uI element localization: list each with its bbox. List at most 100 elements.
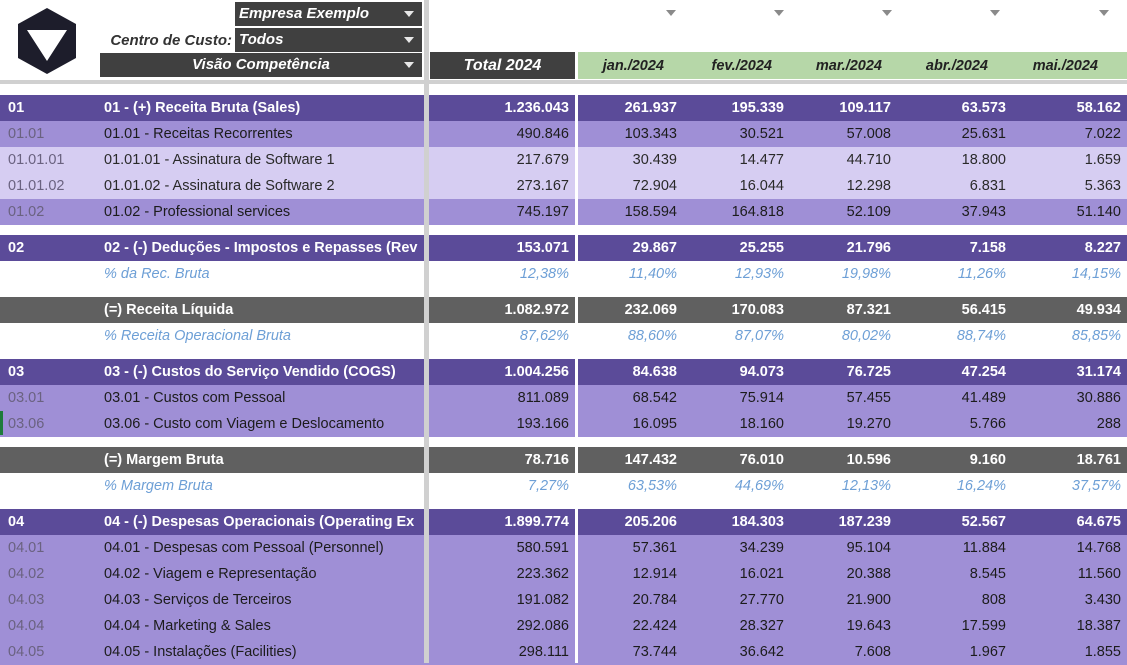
account-code-cell[interactable]: 01: [8, 100, 25, 116]
account-description-cell[interactable]: 03.01 - Custos com Pessoal: [104, 390, 286, 406]
month-value-cell[interactable]: 6.831: [969, 178, 1006, 194]
month-value-cell[interactable]: 3.430: [1084, 592, 1121, 608]
month-value-cell[interactable]: 12,93%: [734, 266, 784, 282]
month-value-cell[interactable]: 20.784: [632, 592, 677, 608]
account-description-cell[interactable]: 03 - (-) Custos do Serviço Vendido (COGS…: [104, 364, 396, 380]
table-row[interactable]: 01 01 - (+) Receita Bruta (Sales) 1.236.04…: [0, 95, 1127, 121]
month-value-cell[interactable]: 56.415: [961, 302, 1006, 318]
month-value-cell[interactable]: 25.255: [739, 240, 784, 256]
month-value-cell[interactable]: 232.069: [624, 302, 677, 318]
month-value-cell[interactable]: 18.800: [961, 152, 1006, 168]
month-value-cell[interactable]: 17.599: [961, 618, 1006, 634]
account-code-cell[interactable]: 04.04: [8, 618, 45, 634]
month-value-cell[interactable]: 84.638: [632, 364, 677, 380]
month-value-cell[interactable]: 5.363: [1084, 178, 1121, 194]
table-row[interactable]: 01.01 01.01 - Receitas Recorrentes 490.846…: [0, 121, 1127, 147]
account-code-cell[interactable]: 01.01: [8, 126, 45, 142]
table-row[interactable]: 03.06 03.06 - Custo com Viagem e Deslocam…: [0, 411, 1127, 437]
month-value-cell[interactable]: 87.321: [846, 302, 891, 318]
total-2024-cell[interactable]: 811.089: [517, 390, 569, 406]
month-value-cell[interactable]: 158.594: [624, 204, 677, 220]
total-2024-cell[interactable]: 223.362: [516, 566, 569, 582]
month-value-cell[interactable]: 1.855: [1084, 644, 1121, 660]
month-value-cell[interactable]: 10.596: [846, 452, 891, 468]
month-value-cell[interactable]: 58.162: [1076, 100, 1121, 116]
total-2024-cell[interactable]: 7,27%: [527, 478, 569, 494]
month-value-cell[interactable]: 18.387: [1076, 618, 1121, 634]
table-row[interactable]: 04.04 04.04 - Marketing & Sales 292.086 22.…: [0, 613, 1127, 639]
total-2024-cell[interactable]: 1.004.256: [504, 364, 569, 380]
percent-row[interactable]: % Receita Operacional Bruta 87,62% 88,60% 8…: [0, 323, 1127, 349]
account-code-cell[interactable]: 04.02: [8, 566, 45, 582]
total-2024-cell[interactable]: 1.082.972: [504, 302, 569, 318]
table-row[interactable]: 01.01.01 01.01.01 - Assinatura de Softwar…: [0, 147, 1127, 173]
month-value-cell[interactable]: 25.631: [961, 126, 1006, 142]
account-description-cell[interactable]: 04.03 - Serviços de Terceiros: [104, 592, 292, 608]
month-value-cell[interactable]: 16.021: [739, 566, 784, 582]
account-code-cell[interactable]: 04.05: [8, 644, 45, 660]
month-value-cell[interactable]: 21.900: [846, 592, 891, 608]
total-2024-cell[interactable]: 580.591: [516, 540, 569, 556]
month-value-cell[interactable]: 11,26%: [957, 266, 1006, 282]
month-value-cell[interactable]: 1.967: [969, 644, 1006, 660]
month-value-cell[interactable]: 34.239: [739, 540, 784, 556]
month-value-cell[interactable]: 27.770: [739, 592, 784, 608]
month-value-cell[interactable]: 22.424: [632, 618, 677, 634]
month-value-cell[interactable]: 57.455: [846, 390, 891, 406]
account-code-cell[interactable]: 04.03: [8, 592, 45, 608]
month-value-cell[interactable]: 95.104: [846, 540, 891, 556]
month-value-cell[interactable]: 11,40%: [628, 266, 677, 282]
total-2024-cell[interactable]: 153.071: [516, 240, 569, 256]
month-value-cell[interactable]: 170.083: [731, 302, 784, 318]
month-value-cell[interactable]: 1.659: [1084, 152, 1121, 168]
month-value-cell[interactable]: 28.327: [739, 618, 784, 634]
table-row[interactable]: 02 02 - (-) Deduções - Impostos e Repasse…: [0, 235, 1127, 261]
month-value-cell[interactable]: 44,69%: [734, 478, 784, 494]
table-row[interactable]: 01.01.02 01.01.02 - Assinatura de Softwar…: [0, 173, 1127, 199]
month-value-cell[interactable]: 68.542: [632, 390, 677, 406]
month-value-cell[interactable]: 261.937: [624, 100, 677, 116]
month-value-cell[interactable]: 30.886: [1076, 390, 1121, 406]
column-filter-arrow-icon[interactable]: [882, 10, 892, 16]
month-value-cell[interactable]: 87,07%: [734, 328, 784, 344]
month-value-cell[interactable]: 195.339: [731, 100, 784, 116]
account-code-cell[interactable]: [0, 323, 100, 349]
account-code-cell[interactable]: 03.01: [8, 390, 45, 406]
month-value-cell[interactable]: 72.904: [632, 178, 677, 194]
month-value-cell[interactable]: 12.298: [846, 178, 891, 194]
centro-de-custo-dropdown[interactable]: Todos: [235, 28, 422, 52]
month-value-cell[interactable]: 64.675: [1076, 514, 1121, 530]
month-value-cell[interactable]: 16,24%: [956, 478, 1006, 494]
total-2024-cell[interactable]: 745.197: [516, 204, 569, 220]
account-description-cell[interactable]: 01.01 - Receitas Recorrentes: [104, 126, 293, 142]
month-value-cell[interactable]: 76.725: [846, 364, 891, 380]
column-filter-arrow-icon[interactable]: [1099, 10, 1109, 16]
table-row[interactable]: 03 03 - (-) Custos do Serviço Vendido (CO…: [0, 359, 1127, 385]
column-filter-arrow-icon[interactable]: [990, 10, 1000, 16]
account-description-cell[interactable]: (=) Receita Líquida: [104, 302, 234, 318]
month-value-cell[interactable]: 30.521: [739, 126, 784, 142]
month-value-cell[interactable]: 76.010: [739, 452, 784, 468]
empresa-dropdown[interactable]: Empresa Exemplo: [235, 2, 422, 26]
account-description-cell[interactable]: 04.01 - Despesas com Pessoal (Personnel): [104, 540, 384, 556]
month-value-cell[interactable]: 16.095: [632, 416, 677, 432]
month-value-cell[interactable]: 37,57%: [1071, 478, 1121, 494]
total-2024-cell[interactable]: 490.846: [516, 126, 569, 142]
account-description-cell[interactable]: 02 - (-) Deduções - Impostos e Repasses …: [104, 240, 418, 256]
month-value-cell[interactable]: 19,98%: [841, 266, 891, 282]
table-row[interactable]: 04.01 04.01 - Despesas com Pessoal (Perso…: [0, 535, 1127, 561]
total-2024-cell[interactable]: 292.086: [516, 618, 569, 634]
month-value-cell[interactable]: 18.160: [739, 416, 784, 432]
month-value-cell[interactable]: 808: [981, 592, 1006, 608]
account-description-cell[interactable]: 01.02 - Professional services: [104, 204, 291, 220]
column-filter-arrow-icon[interactable]: [666, 10, 676, 16]
account-code-cell[interactable]: [0, 473, 100, 499]
month-value-cell[interactable]: 52.109: [846, 204, 891, 220]
month-value-cell[interactable]: 41.489: [961, 390, 1006, 406]
account-description-cell[interactable]: 03.06 - Custo com Viagem e Deslocamento: [104, 416, 385, 432]
month-value-cell[interactable]: 16.044: [739, 178, 784, 194]
month-value-cell[interactable]: 288: [1096, 416, 1121, 432]
month-value-cell[interactable]: 88,74%: [956, 328, 1006, 344]
month-value-cell[interactable]: 19.270: [846, 416, 891, 432]
total-2024-cell[interactable]: 1.236.043: [504, 100, 569, 116]
